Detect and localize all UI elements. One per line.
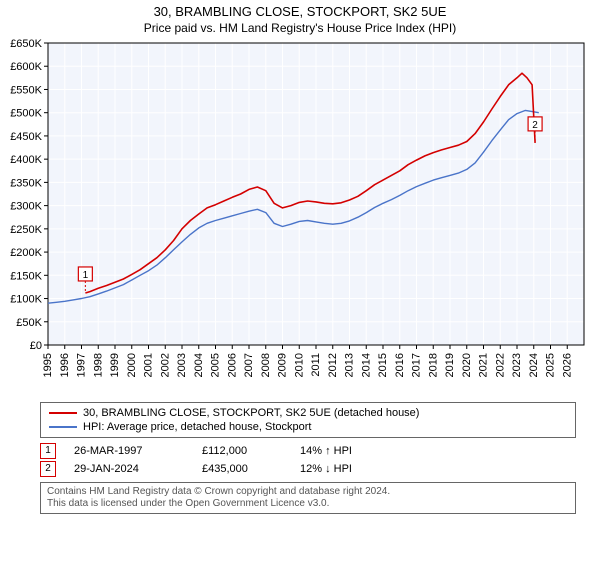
svg-text:£450K: £450K bbox=[10, 131, 42, 143]
svg-text:2008: 2008 bbox=[260, 353, 272, 377]
svg-text:2007: 2007 bbox=[243, 353, 255, 377]
svg-text:1: 1 bbox=[83, 270, 89, 281]
footer-line-1: Contains HM Land Registry data © Crown c… bbox=[47, 486, 569, 498]
legend-label: 30, BRAMBLING CLOSE, STOCKPORT, SK2 5UE … bbox=[83, 406, 419, 420]
svg-text:£600K: £600K bbox=[10, 61, 42, 73]
svg-text:2024: 2024 bbox=[528, 353, 540, 377]
point-delta: 14% ↑ HPI bbox=[300, 442, 352, 460]
svg-text:2020: 2020 bbox=[461, 353, 473, 377]
svg-text:2018: 2018 bbox=[427, 353, 439, 377]
svg-text:2: 2 bbox=[532, 120, 538, 131]
page-subtitle: Price paid vs. HM Land Registry's House … bbox=[0, 21, 600, 35]
svg-text:£350K: £350K bbox=[10, 177, 42, 189]
footer-line-2: This data is licensed under the Open Gov… bbox=[47, 498, 569, 510]
svg-text:2003: 2003 bbox=[176, 353, 188, 377]
point-row-2: 2 29-JAN-2024 £435,000 12% ↓ HPI bbox=[40, 460, 576, 478]
svg-text:2021: 2021 bbox=[478, 353, 490, 377]
point-marker: 2 bbox=[40, 461, 56, 477]
svg-text:£400K: £400K bbox=[10, 154, 42, 166]
svg-text:2014: 2014 bbox=[360, 353, 372, 377]
svg-text:2026: 2026 bbox=[561, 353, 573, 377]
point-row-1: 1 26-MAR-1997 £112,000 14% ↑ HPI bbox=[40, 442, 576, 460]
point-marker: 1 bbox=[40, 443, 56, 459]
svg-text:2015: 2015 bbox=[377, 353, 389, 377]
svg-text:2001: 2001 bbox=[143, 353, 155, 377]
svg-text:£200K: £200K bbox=[10, 247, 42, 259]
svg-text:2012: 2012 bbox=[327, 353, 339, 377]
chart-container: £0 £50K £100K £150K £200K £250K £300K £350K £400… bbox=[0, 35, 600, 400]
svg-text:1995: 1995 bbox=[42, 353, 54, 377]
legend-row-0: 30, BRAMBLING CLOSE, STOCKPORT, SK2 5UE … bbox=[49, 406, 567, 420]
footer-box: Contains HM Land Registry data © Crown c… bbox=[40, 482, 576, 514]
legend-row-1: HPI: Average price, detached house, Stoc… bbox=[49, 420, 567, 434]
svg-text:£550K: £550K bbox=[10, 84, 42, 96]
svg-text:£100K: £100K bbox=[10, 294, 42, 306]
point-price: £435,000 bbox=[202, 460, 282, 478]
svg-text:2011: 2011 bbox=[310, 353, 322, 377]
svg-text:£300K: £300K bbox=[10, 201, 42, 213]
price-chart: £0 £50K £100K £150K £200K £250K £300K £350K £400… bbox=[0, 35, 600, 400]
svg-text:2000: 2000 bbox=[126, 353, 138, 377]
svg-text:2017: 2017 bbox=[411, 353, 423, 377]
legend-label: HPI: Average price, detached house, Stoc… bbox=[83, 420, 312, 434]
point-delta: 12% ↓ HPI bbox=[300, 460, 352, 478]
legend-swatch bbox=[49, 426, 77, 428]
legend-swatch bbox=[49, 412, 77, 414]
svg-text:£650K: £650K bbox=[10, 38, 42, 50]
svg-text:2004: 2004 bbox=[193, 353, 205, 377]
svg-text:2025: 2025 bbox=[545, 353, 557, 377]
svg-text:2009: 2009 bbox=[277, 353, 289, 377]
svg-text:£50K: £50K bbox=[16, 317, 42, 329]
svg-text:£0: £0 bbox=[30, 340, 42, 352]
svg-text:£500K: £500K bbox=[10, 108, 42, 120]
svg-text:2016: 2016 bbox=[394, 353, 406, 377]
svg-text:1998: 1998 bbox=[92, 353, 104, 377]
point-date: 29-JAN-2024 bbox=[74, 460, 184, 478]
svg-text:2023: 2023 bbox=[511, 353, 523, 377]
legend-box: 30, BRAMBLING CLOSE, STOCKPORT, SK2 5UE … bbox=[40, 402, 576, 438]
svg-text:1996: 1996 bbox=[59, 353, 71, 377]
svg-text:£250K: £250K bbox=[10, 224, 42, 236]
svg-text:2022: 2022 bbox=[494, 353, 506, 377]
svg-text:2002: 2002 bbox=[159, 353, 171, 377]
svg-text:2013: 2013 bbox=[344, 353, 356, 377]
svg-text:2019: 2019 bbox=[444, 353, 456, 377]
svg-text:2006: 2006 bbox=[226, 353, 238, 377]
page-title: 30, BRAMBLING CLOSE, STOCKPORT, SK2 5UE bbox=[0, 4, 600, 19]
svg-text:2010: 2010 bbox=[293, 353, 305, 377]
svg-text:£150K: £150K bbox=[10, 270, 42, 282]
svg-text:1999: 1999 bbox=[109, 353, 121, 377]
point-price: £112,000 bbox=[202, 442, 282, 460]
svg-text:1997: 1997 bbox=[76, 353, 88, 377]
svg-text:2005: 2005 bbox=[210, 353, 222, 377]
points-box: 1 26-MAR-1997 £112,000 14% ↑ HPI 2 29-JAN-202… bbox=[40, 442, 576, 478]
point-date: 26-MAR-1997 bbox=[74, 442, 184, 460]
